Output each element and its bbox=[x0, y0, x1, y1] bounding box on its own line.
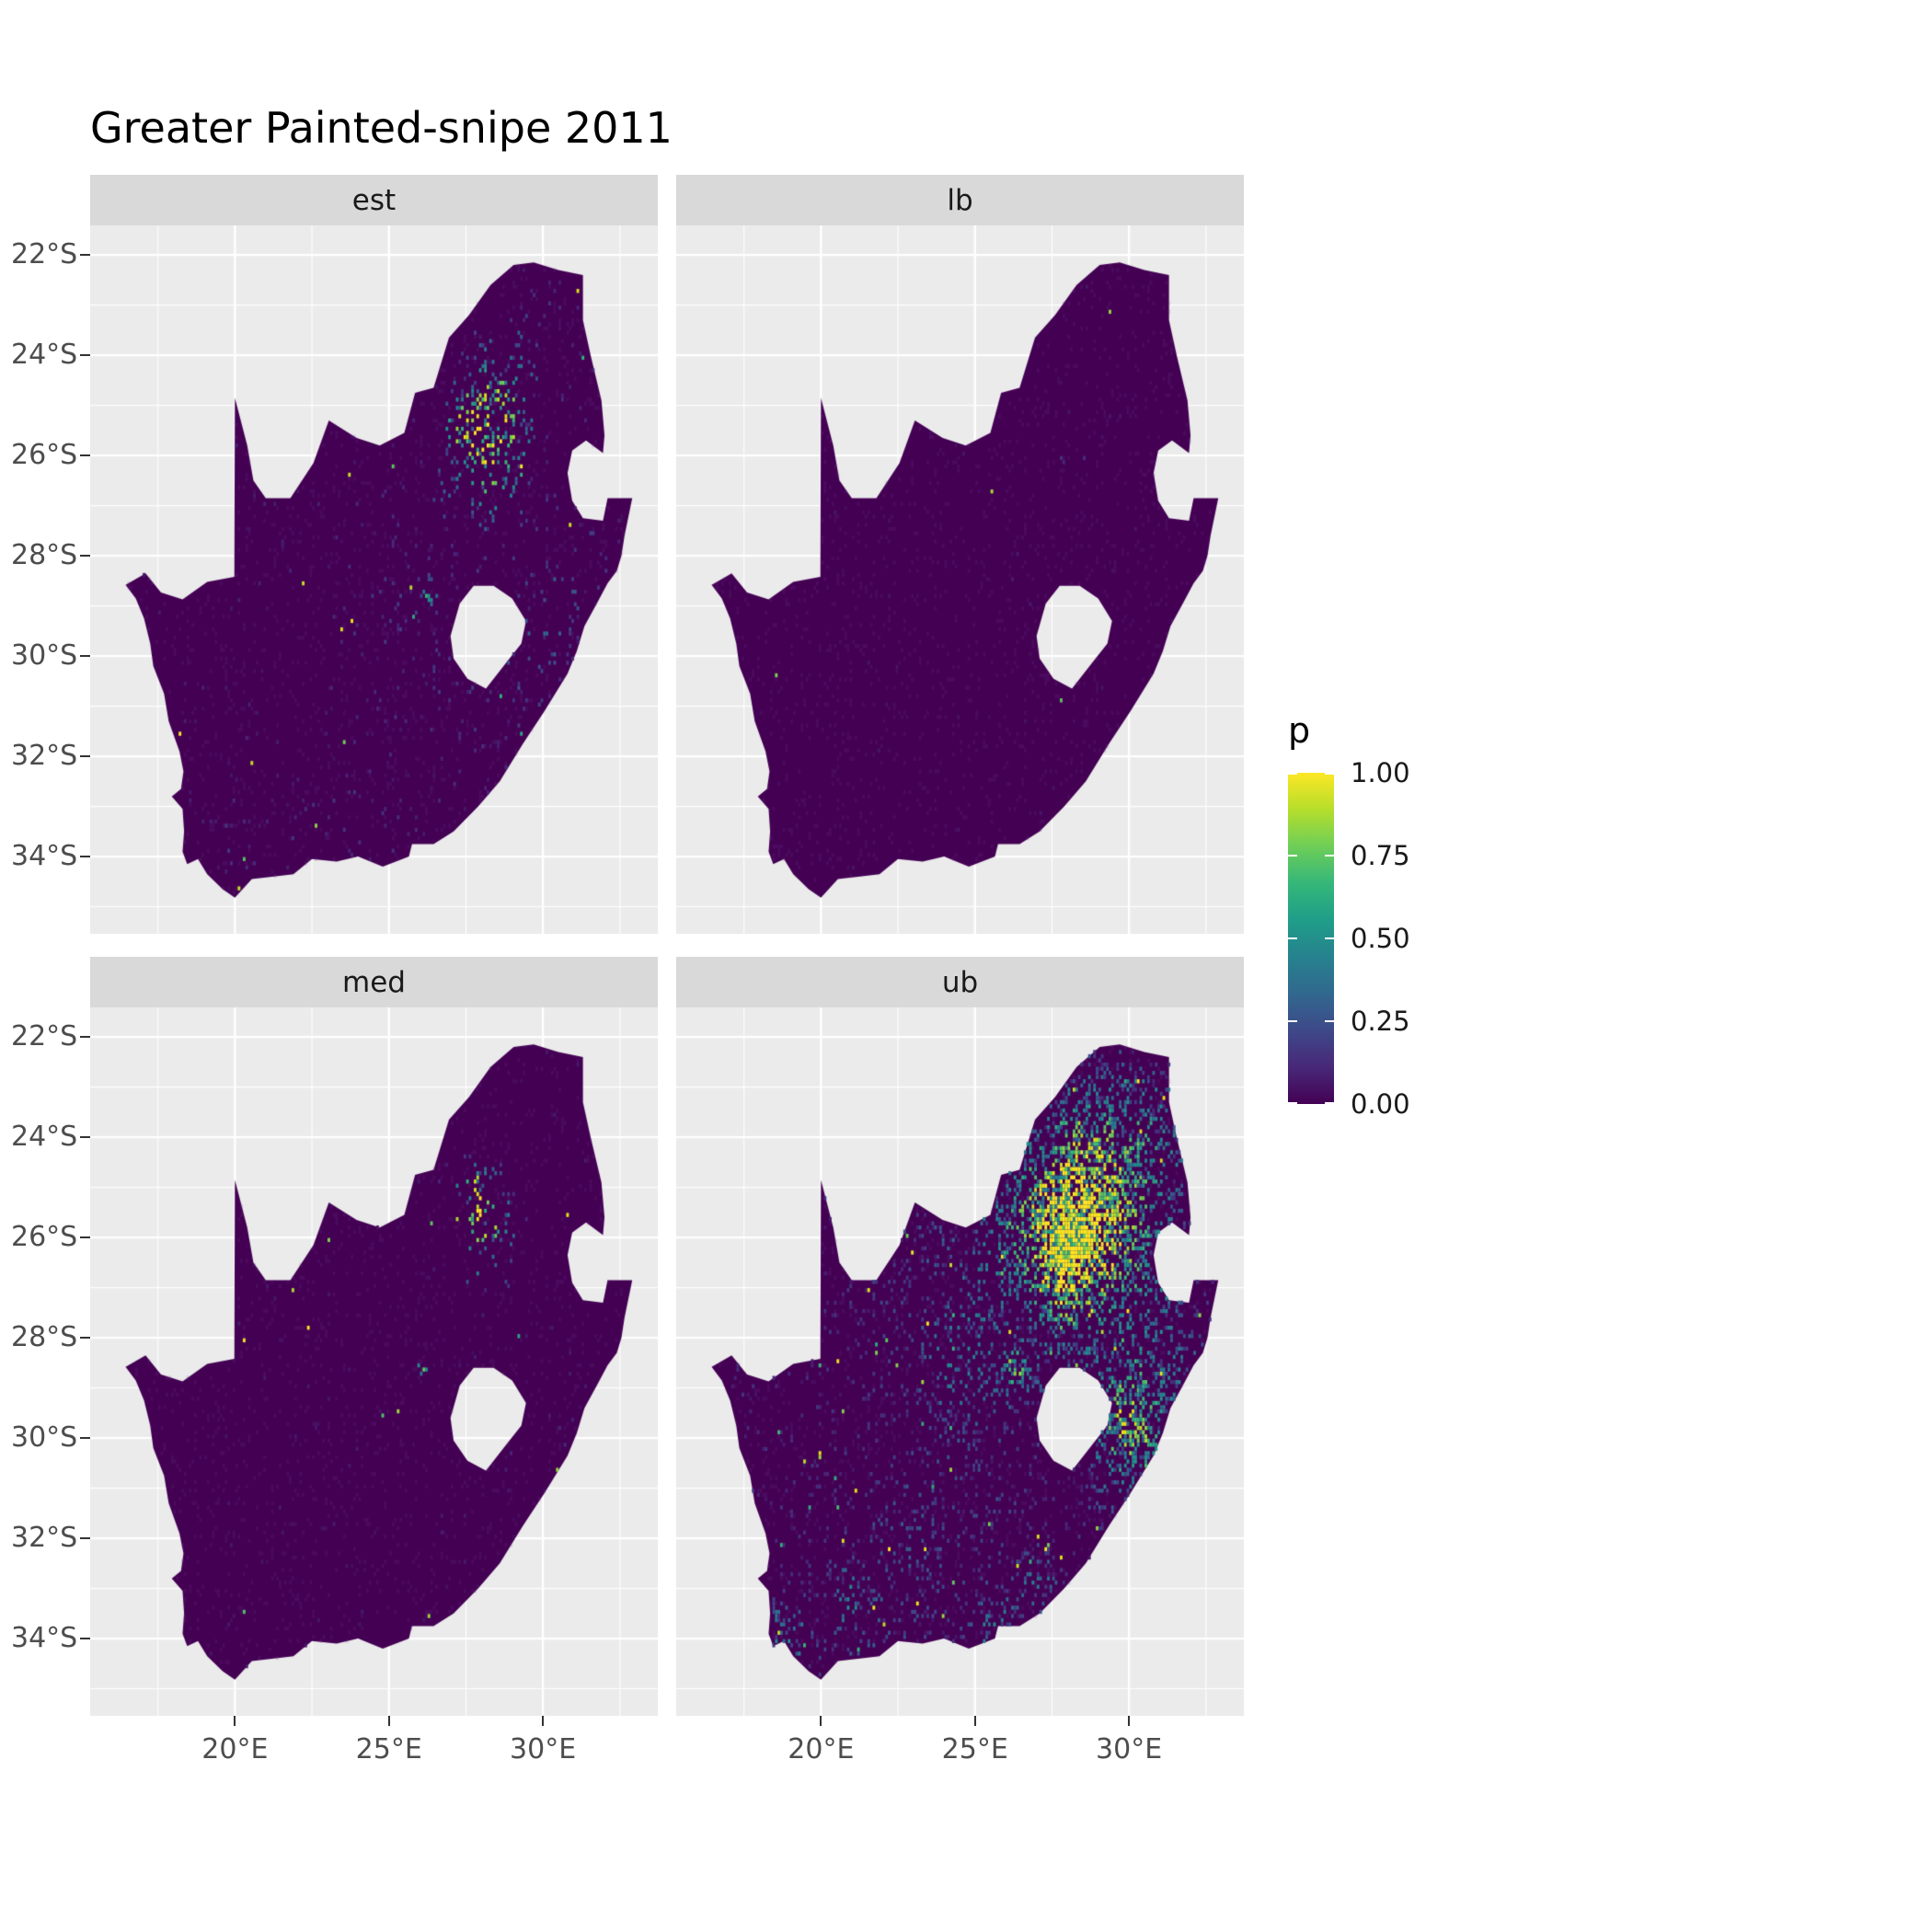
facet-strip-ub: ub bbox=[676, 957, 1244, 1007]
y-tick-label: 34°S bbox=[11, 840, 78, 873]
y-tick-label: 22°S bbox=[11, 238, 78, 271]
y-tick-label: 30°S bbox=[11, 639, 78, 673]
y-tick-label: 24°S bbox=[11, 339, 78, 372]
x-tick-label: 25°E bbox=[941, 1733, 1008, 1765]
facet-panel-ub bbox=[676, 1007, 1244, 1716]
y-tick-label: 30°S bbox=[11, 1421, 78, 1455]
legend-tick-label: 0.50 bbox=[1351, 923, 1410, 954]
x-tick-mark bbox=[1128, 1716, 1131, 1726]
chart-title: Greater Painted-snipe 2011 bbox=[90, 103, 673, 153]
y-tick-mark bbox=[80, 454, 90, 457]
legend-tick-label: 0.25 bbox=[1351, 1006, 1410, 1037]
y-tick-mark bbox=[80, 655, 90, 658]
facet-label-med: med bbox=[342, 965, 406, 999]
x-tick-mark bbox=[820, 1716, 822, 1726]
y-tick-label: 32°S bbox=[11, 1522, 78, 1555]
x-tick-mark bbox=[234, 1716, 236, 1726]
facet-label-ub: ub bbox=[941, 965, 979, 999]
y-tick-label: 34°S bbox=[11, 1622, 78, 1655]
facet-label-est: est bbox=[351, 183, 397, 217]
facet-strip-med: med bbox=[90, 957, 658, 1007]
x-tick-label: 30°E bbox=[1096, 1733, 1163, 1765]
x-tick-label: 20°E bbox=[201, 1733, 269, 1765]
y-tick-mark bbox=[80, 1637, 90, 1640]
y-tick-label: 24°S bbox=[11, 1121, 78, 1154]
legend-tick-mark bbox=[1288, 854, 1297, 857]
y-tick-mark bbox=[80, 1136, 90, 1139]
y-tick-mark bbox=[80, 555, 90, 558]
x-tick-label: 20°E bbox=[788, 1733, 855, 1765]
y-tick-mark bbox=[80, 254, 90, 257]
y-tick-mark bbox=[80, 754, 90, 758]
y-tick-label: 22°S bbox=[11, 1020, 78, 1053]
x-tick-mark bbox=[542, 1716, 545, 1726]
legend-tick-mark bbox=[1325, 937, 1334, 940]
facet-strip-lb: lb bbox=[676, 175, 1244, 225]
y-tick-mark bbox=[80, 855, 90, 858]
legend-tick-mark bbox=[1325, 1101, 1334, 1104]
y-tick-label: 26°S bbox=[11, 439, 78, 472]
y-tick-label: 28°S bbox=[11, 1321, 78, 1354]
legend-tick-mark bbox=[1288, 773, 1297, 776]
legend-tick-mark bbox=[1288, 1019, 1297, 1023]
x-tick-label: 30°E bbox=[510, 1733, 577, 1765]
y-tick-mark bbox=[80, 1236, 90, 1239]
legend-tick-mark bbox=[1288, 1101, 1297, 1104]
y-tick-label: 28°S bbox=[11, 539, 78, 572]
y-tick-mark bbox=[80, 354, 90, 357]
x-tick-mark bbox=[387, 1716, 390, 1726]
legend-tick-label: 0.75 bbox=[1351, 840, 1410, 871]
y-tick-mark bbox=[80, 1536, 90, 1540]
legend-title: p bbox=[1288, 710, 1311, 751]
y-tick-label: 32°S bbox=[11, 740, 78, 773]
facet-strip-est: est bbox=[90, 175, 658, 225]
facet-panel-lb bbox=[676, 225, 1244, 934]
legend-tick-mark bbox=[1325, 1019, 1334, 1023]
facet-panel-med bbox=[90, 1007, 658, 1716]
legend-tick-label: 0.00 bbox=[1351, 1088, 1410, 1120]
facet-panel-est bbox=[90, 225, 658, 934]
x-tick-mark bbox=[973, 1716, 976, 1726]
legend-tick-mark bbox=[1325, 773, 1334, 776]
y-tick-mark bbox=[80, 1036, 90, 1039]
legend-tick-mark bbox=[1325, 854, 1334, 857]
y-tick-mark bbox=[80, 1437, 90, 1440]
x-tick-label: 25°E bbox=[355, 1733, 422, 1765]
legend-tick-mark bbox=[1288, 937, 1297, 940]
facet-label-lb: lb bbox=[947, 183, 973, 217]
y-tick-mark bbox=[80, 1337, 90, 1340]
y-tick-label: 26°S bbox=[11, 1221, 78, 1254]
legend-tick-label: 1.00 bbox=[1351, 757, 1410, 788]
